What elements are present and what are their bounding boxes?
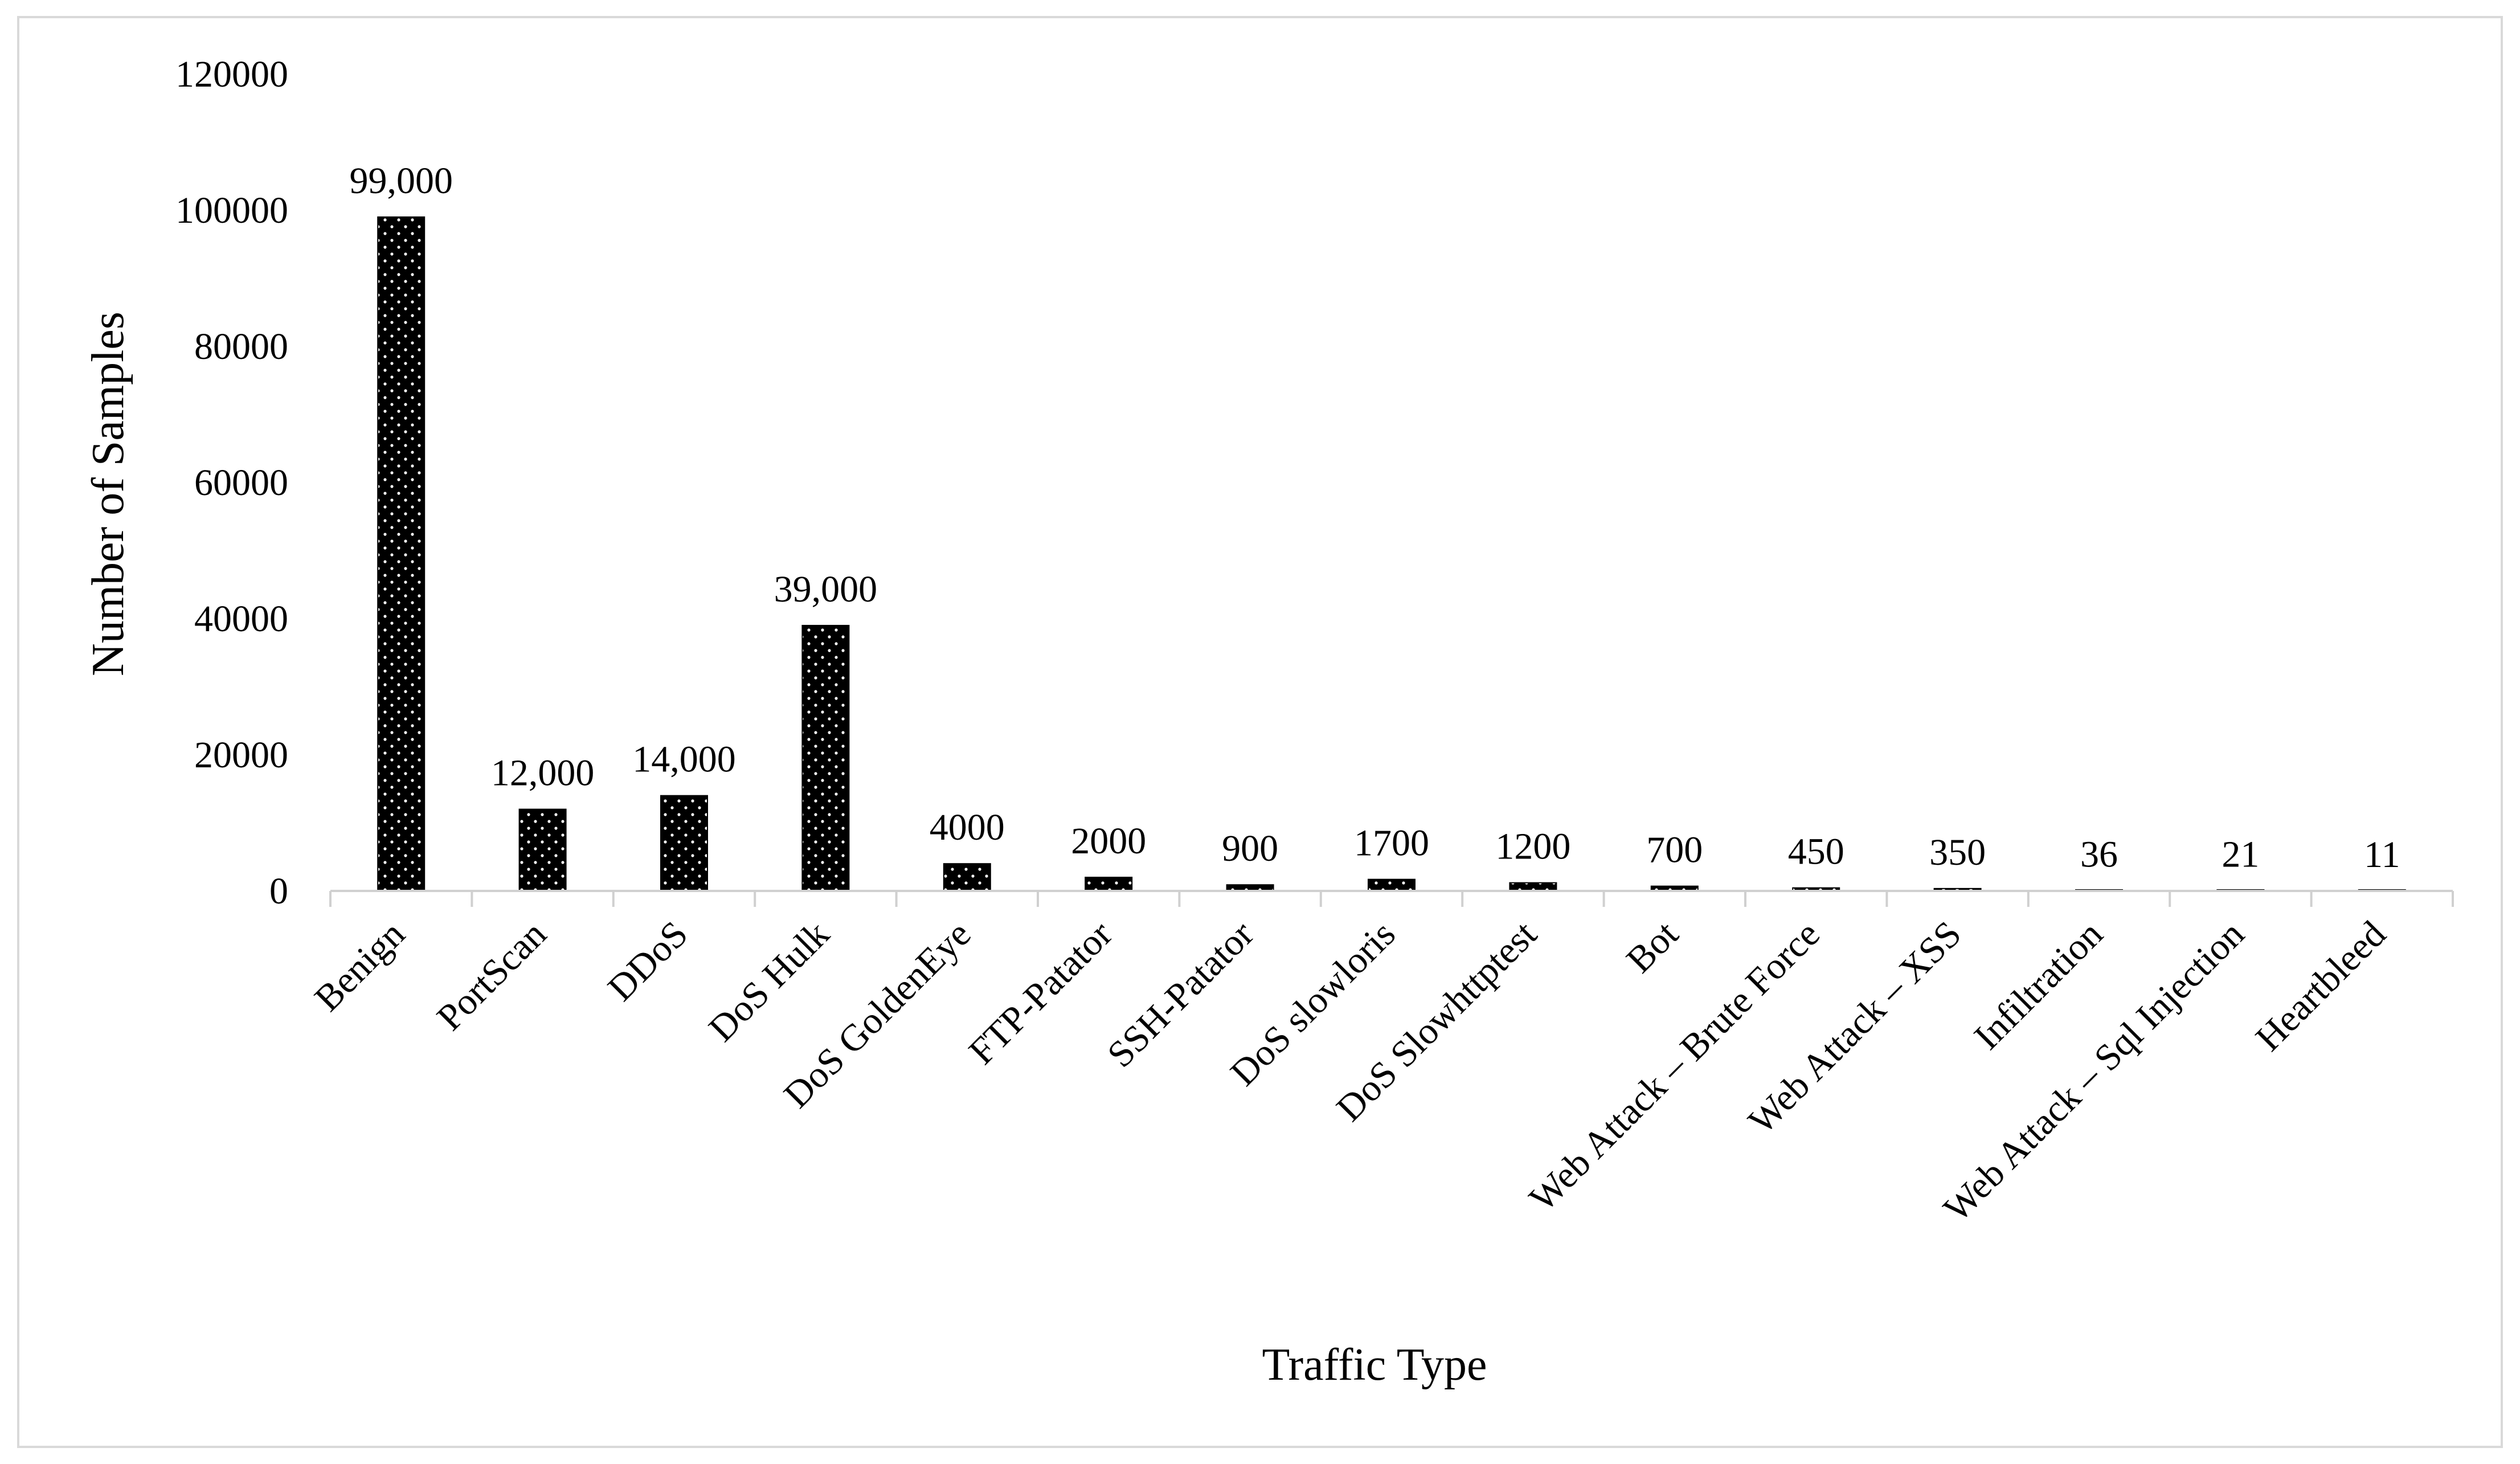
bar-chart: 0 20000 40000 60000 80000 100000 120000 99,000… — [83, 54, 2454, 1390]
data-label: 4000 — [930, 807, 1005, 848]
x-tick-label: DoS Hulk — [701, 913, 837, 1050]
data-label: 11 — [2364, 834, 2400, 876]
y-axis-ticks: 0 20000 40000 60000 80000 100000 120000 — [175, 54, 288, 912]
data-label: 39,000 — [774, 569, 878, 610]
y-tick-label: 100000 — [175, 190, 288, 231]
bar — [1368, 878, 1416, 892]
bar — [660, 795, 708, 892]
y-tick-label: 40000 — [194, 598, 288, 640]
data-label: 1700 — [1354, 823, 1429, 864]
x-tick-label: Heartbleed — [2248, 913, 2394, 1059]
x-tick-label: Infiltration — [1966, 913, 2111, 1058]
data-label: 700 — [1646, 829, 1703, 871]
x-tick-label: FTP-Patator — [961, 913, 1120, 1073]
y-axis-title: Number of Samples — [83, 312, 133, 676]
data-label: 900 — [1222, 828, 1278, 869]
y-tick-label: 60000 — [194, 462, 288, 504]
data-label: 36 — [2080, 834, 2118, 876]
bars — [377, 216, 2406, 892]
x-tick-label: Bot — [1618, 913, 1686, 981]
x-tick-label: Benign — [306, 913, 412, 1019]
bar — [943, 863, 991, 892]
bar — [801, 624, 850, 892]
x-tick-label: Web Attack – Sql Injection — [1936, 913, 2252, 1230]
data-label: 99,000 — [349, 160, 453, 202]
bar — [1509, 882, 1557, 892]
x-tick-label: Web Attack – Brute Force — [1521, 913, 1828, 1220]
data-label: 450 — [1788, 831, 1844, 873]
x-tick-label: PortScan — [429, 913, 554, 1038]
data-label: 2000 — [1071, 820, 1146, 862]
data-label: 350 — [1929, 832, 1986, 873]
x-axis-ticks — [329, 891, 2454, 907]
x-axis-title: Traffic Type — [1262, 1340, 1487, 1390]
data-labels: 99,000 12,000 14,000 39,000 4000 2000 900 1700 1… — [349, 160, 2400, 876]
chart-frame: 0 20000 40000 60000 80000 100000 120000 99,000… — [17, 16, 2503, 1448]
y-tick-label: 80000 — [194, 326, 288, 367]
y-tick-label: 120000 — [175, 54, 288, 95]
data-label: 1200 — [1495, 826, 1570, 868]
data-label: 14,000 — [632, 739, 736, 780]
data-label: 21 — [2222, 834, 2259, 876]
data-label: 12,000 — [491, 753, 595, 794]
bar — [518, 808, 567, 892]
y-tick-label: 20000 — [194, 734, 288, 776]
bar — [1085, 877, 1133, 892]
y-tick-label: 0 — [269, 870, 288, 912]
bar — [377, 216, 426, 892]
x-tick-label: DDoS — [600, 913, 696, 1009]
